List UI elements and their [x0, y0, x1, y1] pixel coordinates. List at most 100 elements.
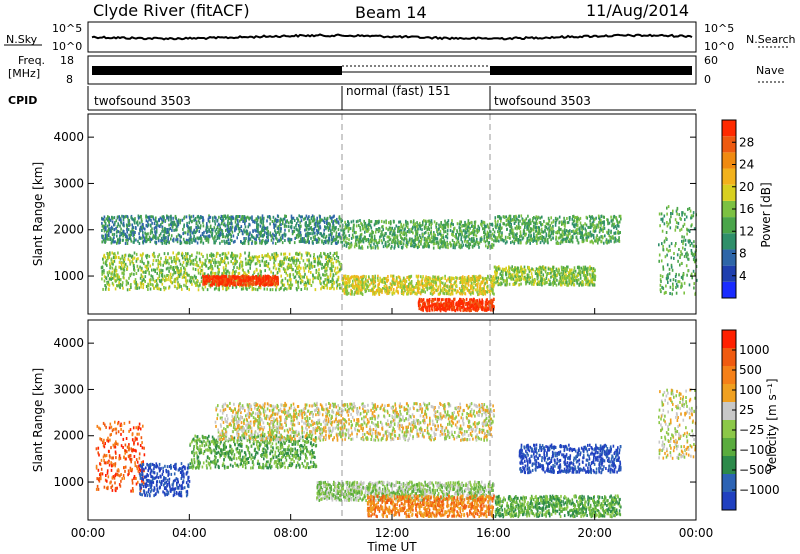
power-cell: [191, 240, 193, 244]
power-cell: [480, 281, 483, 285]
power-cell: [483, 234, 486, 238]
power-cell: [235, 215, 237, 219]
power-cell: [151, 227, 153, 231]
power-cell: [449, 224, 452, 228]
power-cell: [222, 219, 224, 223]
power-cell: [118, 215, 120, 219]
power-cell: [365, 289, 368, 293]
power-cell: [199, 272, 202, 276]
power-cell: [200, 238, 203, 242]
power-cell: [223, 222, 226, 226]
power-cell: [111, 281, 114, 285]
power-cell: [330, 242, 333, 245]
power-cell: [431, 292, 434, 296]
power-cell: [173, 228, 175, 232]
power-cell: [141, 228, 143, 232]
power-cell: [269, 217, 272, 221]
power-cell: [325, 234, 328, 238]
power-cell: [177, 272, 180, 276]
power-cell: [473, 242, 476, 246]
power-cell: [410, 274, 413, 278]
power-cell: [119, 240, 121, 244]
power-cell: [216, 237, 219, 240]
power-cell: [460, 288, 462, 292]
power-cell: [148, 272, 150, 276]
power-cell: [308, 223, 311, 227]
power-cell: [268, 281, 271, 284]
power-cell: [395, 241, 397, 244]
power-cell: [168, 233, 170, 237]
power-cell: [275, 257, 277, 261]
power-cell: [165, 236, 167, 239]
power-cell: [221, 272, 223, 276]
power-cell: [226, 285, 228, 289]
power-cell: [143, 270, 145, 274]
power-cell: [451, 219, 453, 223]
power-cell: [340, 262, 343, 266]
power-cell: [285, 220, 288, 224]
power-cell: [389, 237, 392, 241]
power-cell: [214, 235, 216, 239]
power-cell: [224, 241, 226, 245]
power-cell: [482, 301, 484, 305]
power-cell: [417, 223, 419, 227]
power-cell: [317, 231, 319, 235]
power-cell: [103, 269, 105, 273]
power-cell: [194, 258, 197, 261]
power-cell: [258, 231, 261, 235]
power-cell: [214, 283, 217, 287]
power-cell: [382, 280, 384, 284]
power-cell: [257, 227, 259, 231]
power-cell: [249, 284, 251, 288]
power-cell: [481, 290, 483, 294]
power-cell: [439, 283, 441, 287]
power-cell: [437, 246, 440, 249]
power-cell: [313, 253, 315, 256]
power-cell: [278, 288, 281, 292]
power-cell: [304, 287, 306, 290]
power-cell: [267, 253, 269, 257]
power-cell: [344, 284, 346, 288]
power-cell: [423, 231, 426, 235]
power-cell: [422, 298, 425, 302]
power-cell: [300, 266, 302, 270]
power-cell: [204, 285, 207, 289]
power-cell: [185, 271, 188, 275]
power-cell: [484, 240, 487, 244]
power-cell: [304, 262, 306, 266]
power-cell: [104, 220, 106, 223]
power-cell: [289, 263, 291, 267]
power-cell: [310, 228, 313, 232]
power-cell: [370, 244, 372, 248]
power-cell: [459, 276, 462, 280]
power-cell: [352, 279, 354, 283]
power-cell: [490, 279, 492, 283]
power-cell: [374, 284, 377, 288]
power-cell: [352, 229, 354, 233]
power-cell: [126, 238, 128, 242]
power-cell: [298, 239, 301, 243]
power-cell: [150, 282, 152, 286]
power-cell: [389, 231, 391, 235]
power-cell: [392, 274, 395, 278]
power-cell: [455, 279, 458, 283]
power-cell: [461, 245, 463, 249]
power-cell: [416, 221, 418, 225]
power-cell: [330, 219, 333, 223]
power-cell: [418, 283, 420, 287]
power-cell: [223, 214, 225, 218]
power-cell: [365, 275, 367, 279]
power-cell: [184, 258, 187, 262]
power-cell: [439, 291, 442, 295]
power-cell: [225, 280, 227, 284]
power-cell: [382, 287, 384, 290]
power-cell: [244, 257, 247, 261]
power-cell: [436, 227, 438, 231]
power-cell: [474, 242, 477, 246]
power-cell: [258, 283, 261, 287]
power-cell: [133, 233, 136, 236]
power-cell: [328, 256, 331, 260]
power-cell: [287, 237, 289, 241]
power-cell: [215, 227, 218, 231]
power-cell: [211, 279, 214, 283]
